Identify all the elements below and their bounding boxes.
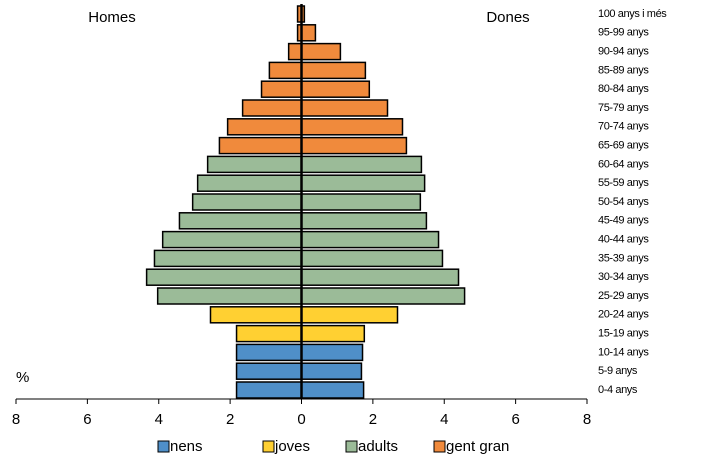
age-label: 25-29 anys [598,290,649,302]
bar [209,306,303,324]
bar [260,80,303,98]
bar [235,381,303,399]
bar [300,80,371,98]
x-tick-label: 0 [297,411,305,428]
bar [300,24,317,42]
age-label: 75-79 anys [598,102,649,114]
age-label: 60-64 anys [598,158,649,170]
x-tick-label: 4 [440,411,448,428]
x-tick-label: 6 [83,411,91,428]
legend-label: gent gran [446,438,509,455]
bar [235,324,303,343]
bar [156,287,303,305]
bar [235,362,303,380]
age-label: 80-84 anys [598,83,649,95]
x-tick-label: 8 [583,411,591,428]
bar [196,174,303,192]
age-label: 35-39 anys [598,252,649,264]
x-tick-label: 8 [12,411,20,428]
bar [300,362,363,380]
left-label: Homes [88,9,136,26]
bar [241,99,303,117]
age-label: 10-14 anys [598,346,649,358]
unit-label: % [16,369,29,386]
age-label: 95-99 anys [598,27,649,39]
legend-swatch [157,440,170,453]
x-tick-label: 4 [155,411,163,428]
age-label: 30-34 anys [598,271,649,283]
bar [300,268,460,286]
age-label: 65-69 anys [598,140,649,152]
bar [161,230,303,249]
bar [300,99,389,117]
bar [145,268,303,286]
bar [191,193,303,211]
legend-label: nens [170,438,203,455]
legend-label: joves [274,438,310,455]
legend-swatch [262,440,275,453]
bar [268,61,303,80]
bar [300,118,404,136]
bar [300,324,366,343]
bar [226,118,303,136]
bar [235,343,303,362]
bar [300,61,367,80]
age-label: 85-89 anys [598,64,649,76]
bar [300,343,364,362]
age-label: 90-94 anys [598,46,649,58]
bar [218,136,303,155]
bar [300,230,440,249]
age-label: 70-74 anys [598,121,649,133]
bar [300,306,399,324]
x-tick-label: 2 [369,411,377,428]
age-label: 40-44 anys [598,234,649,246]
bar [300,193,422,211]
x-tick-label: 6 [511,411,519,428]
age-label: 20-24 anys [598,309,649,321]
bar [206,155,303,174]
bar [300,249,444,268]
bar [300,381,365,399]
bar [300,155,423,174]
age-label: 100 anys i més [598,8,667,20]
bar [300,287,466,305]
bar [300,42,342,61]
legend-swatch [433,440,446,453]
bar [287,42,303,61]
bar [300,174,426,192]
age-label: 50-54 anys [598,196,649,208]
age-label: 15-19 anys [598,328,649,340]
bar [300,136,408,155]
x-tick-label: 2 [226,411,234,428]
right-label: Dones [486,9,529,26]
age-label: 0-4 anys [598,384,638,396]
bar [300,212,428,230]
bar [178,212,303,230]
bar [153,249,303,268]
age-label: 45-49 anys [598,215,649,227]
legend-swatch [345,440,358,453]
age-label: 55-59 anys [598,177,649,189]
age-label: 5-9 anys [598,365,638,377]
legend-label: adults [358,438,398,455]
